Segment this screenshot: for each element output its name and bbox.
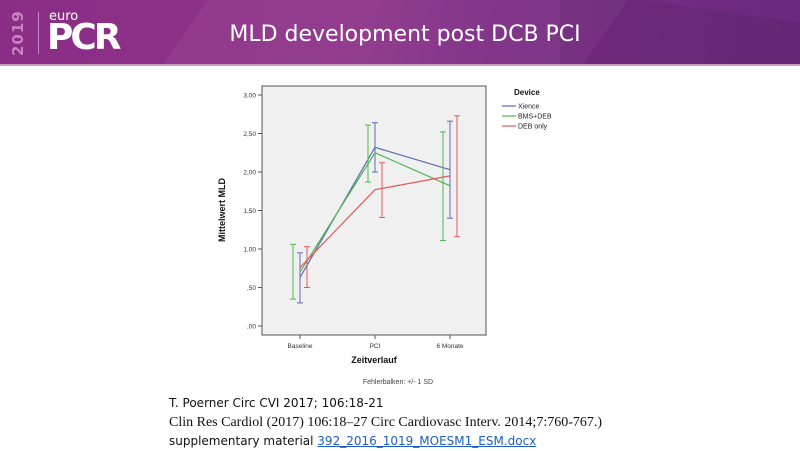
y-tick-label: 3,00 xyxy=(243,93,256,100)
x-tick-label: 6 Monate xyxy=(436,343,463,350)
y-axis: ,00 ,50 1,00 1,50 2,00 2,50 3,00 xyxy=(243,93,262,331)
legend-title: Device xyxy=(514,88,540,97)
error-bar-note: Fehlerbalken: +/- 1 SD xyxy=(363,379,433,386)
y-tick-label: 2,00 xyxy=(243,170,256,177)
x-axis-label: Zeitverlauf xyxy=(351,355,398,365)
y-tick-label: ,50 xyxy=(247,285,256,292)
reference-line-1: T. Poerner Circ CVI 2017; 106:18-21 xyxy=(169,394,602,413)
legend: Xience BMS+DEB DEB only xyxy=(502,104,552,131)
x-tick-label: Baseline xyxy=(288,343,313,350)
y-tick-label: 1,00 xyxy=(243,247,256,254)
x-axis: Baseline PCI 6 Monate xyxy=(288,335,464,350)
y-tick-label: 1,50 xyxy=(243,208,256,215)
x-tick-label: PCI xyxy=(370,343,381,350)
y-tick-label: 2,50 xyxy=(243,131,256,138)
plot-area xyxy=(262,86,486,335)
supplementary-link[interactable]: 392_2016_1019_MOESM1_ESM.docx xyxy=(317,434,536,448)
reference-line-3: supplementary material 392_2016_1019_MOE… xyxy=(169,432,602,451)
supplementary-label: supplementary material xyxy=(169,434,317,448)
reference-line-2: Clin Res Cardiol (2017) 106:18–27 Circ C… xyxy=(169,413,602,432)
references: T. Poerner Circ CVI 2017; 106:18-21 Clin… xyxy=(169,394,602,451)
legend-label: Xience xyxy=(518,104,540,111)
y-axis-label: Mittelwert MLD xyxy=(217,178,227,242)
legend-label: DEB only xyxy=(518,124,548,131)
y-tick-label: ,00 xyxy=(247,324,256,331)
legend-label: BMS+DEB xyxy=(518,114,552,121)
